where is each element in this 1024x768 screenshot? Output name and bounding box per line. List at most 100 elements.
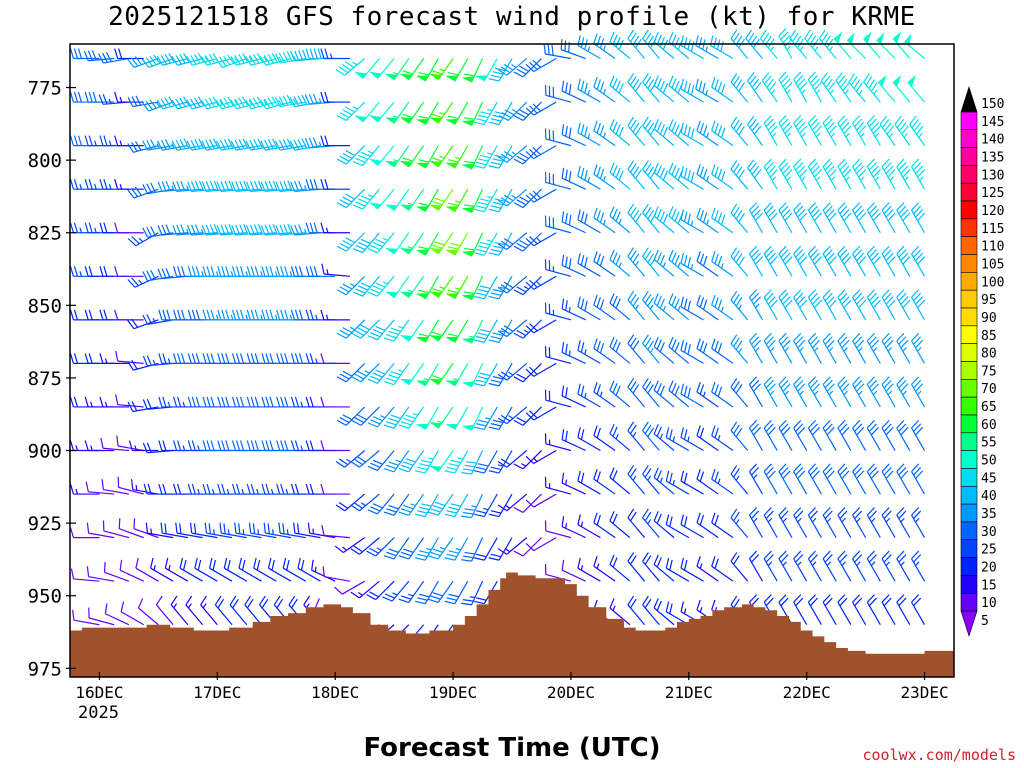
legend-label: 110	[981, 240, 1004, 255]
wind-barb	[852, 332, 867, 364]
wind-barb	[711, 512, 734, 539]
wind-barb	[231, 353, 262, 365]
wind-barb	[142, 182, 174, 195]
wind-barb	[778, 202, 793, 234]
wind-barb	[909, 115, 926, 146]
wind-barb	[488, 406, 513, 431]
wind-barb	[609, 511, 631, 539]
wind-barb	[653, 423, 675, 451]
wind-barb	[668, 206, 690, 234]
wind-barb	[627, 116, 646, 147]
wind-barb	[609, 119, 631, 147]
wind-barb	[668, 249, 690, 277]
wind-barb	[335, 58, 366, 76]
wind-barb	[473, 363, 498, 387]
wind-barb	[544, 563, 572, 582]
legend-swatch	[960, 468, 978, 487]
wind-barb	[763, 245, 778, 277]
wind-barb	[730, 160, 749, 190]
wind-barb	[69, 222, 100, 234]
wind-barb	[86, 566, 115, 582]
wind-barb	[544, 476, 572, 495]
wind-barb	[807, 245, 822, 277]
wind-barb	[668, 119, 690, 147]
wind-barb	[561, 80, 586, 103]
wind-barb	[627, 203, 646, 234]
wind-barb	[115, 394, 144, 408]
wind-barb	[513, 537, 542, 557]
wind-barb	[366, 537, 395, 557]
wind-barb	[488, 232, 513, 256]
wind-barb	[84, 440, 115, 452]
wind-barb	[384, 101, 410, 124]
wind-barb	[513, 232, 542, 252]
wind-barb	[822, 245, 837, 277]
wind-barb	[461, 188, 484, 214]
wind-barb	[98, 94, 129, 105]
wind-barb	[904, 33, 925, 59]
wind-barb	[352, 275, 380, 297]
wind-barb	[881, 463, 896, 495]
wind-barb	[747, 115, 763, 146]
wind-barb	[778, 550, 793, 582]
wind-barb	[497, 450, 528, 468]
legend-label: 30	[981, 525, 997, 540]
wind-barb	[778, 332, 793, 364]
wind-barb	[577, 78, 601, 103]
wind-barb	[593, 251, 616, 277]
wind-barb	[748, 202, 764, 234]
wind-barb	[627, 421, 646, 451]
wind-barb	[368, 188, 395, 210]
legend-label: 45	[981, 471, 997, 486]
wind-barb	[398, 493, 425, 516]
legend-swatch	[960, 450, 978, 469]
y-tick-label: 925	[28, 513, 62, 535]
wind-barb	[275, 224, 306, 236]
y-tick-label: 825	[28, 223, 62, 245]
wind-barb	[399, 101, 425, 124]
wind-barb	[525, 57, 557, 73]
wind-barb	[793, 507, 808, 538]
wind-barb	[336, 101, 366, 121]
wind-barb	[461, 406, 484, 431]
legend-label: 5	[981, 614, 989, 629]
wind-barb	[234, 522, 262, 539]
wind-barb	[99, 396, 129, 408]
wind-barb	[321, 263, 350, 277]
wind-barb	[415, 188, 439, 213]
wind-barb	[267, 557, 292, 582]
legend-swatch	[960, 575, 978, 594]
wind-barb	[150, 557, 174, 582]
wind-barb	[665, 514, 690, 539]
wind-barb	[399, 145, 425, 168]
wind-barb	[399, 188, 425, 211]
x-axis: 16DEC 17DEC 18DEC 19DEC 20DEC 21DEC 22DEC 23DEC	[75, 672, 949, 702]
legend-swatch	[960, 503, 978, 523]
wind-barb	[837, 158, 852, 190]
wind-barb	[473, 537, 498, 561]
wind-barb	[778, 463, 793, 495]
wind-barb	[366, 580, 395, 601]
wind-barb	[653, 293, 675, 321]
wind-barb	[384, 275, 410, 298]
wind-barb	[793, 550, 808, 582]
wind-barb	[711, 338, 734, 364]
wind-barb	[336, 232, 366, 252]
wind-barb	[497, 362, 528, 381]
wind-barb	[837, 463, 852, 495]
wind-barb	[876, 32, 896, 59]
wind-barb	[278, 522, 306, 539]
wind-barb	[84, 222, 115, 234]
wind-barb	[204, 522, 233, 539]
wind-barb	[352, 145, 380, 167]
wind-barb	[609, 249, 631, 277]
wind-barb	[488, 275, 513, 300]
wind-barb	[763, 115, 778, 146]
wind-barb	[778, 594, 793, 626]
wind-barb	[525, 145, 557, 160]
wind-barb	[415, 363, 439, 387]
wind-barb	[383, 537, 410, 560]
wind-barb	[778, 27, 793, 59]
wind-barb	[881, 158, 896, 190]
wind-barb	[911, 550, 926, 582]
